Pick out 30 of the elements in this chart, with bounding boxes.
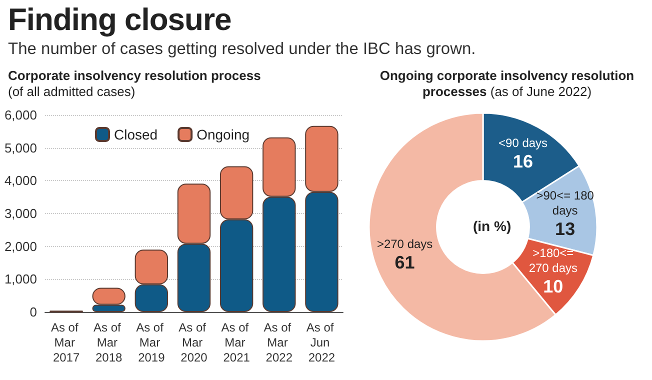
chart-subtitle: (of all admitted cases): [8, 84, 136, 99]
y-tick-label: 5,000: [4, 140, 37, 156]
chart-title: Corporate insolvency resolution process: [8, 68, 262, 84]
y-tick-label: 4,000: [4, 173, 37, 188]
y-tick-label: 0: [30, 304, 37, 320]
legend-label: Closed: [114, 126, 158, 142]
y-tick-label: 2,000: [4, 238, 37, 254]
text: (in %): [473, 218, 512, 234]
x-tick-label: As of Mar 2017: [50, 320, 82, 364]
chart-subtitle: (as of June 2022): [490, 84, 592, 99]
data-label: 16: [513, 152, 534, 172]
slice-label: >270 days: [376, 237, 433, 252]
x-tick-label: As of Mar 2022: [264, 320, 294, 364]
legend-label: Ongoing: [196, 126, 250, 142]
slice-label: >180<= 270 days: [528, 246, 578, 276]
x-tick-label: As of Mar 2018: [94, 320, 124, 364]
text: Finding closure: [8, 2, 232, 38]
x-tick-label: As of Mar 2020: [178, 320, 210, 364]
text: The number of cases getting resolved under the IBC has grown.: [8, 40, 476, 59]
data-label: 61: [394, 252, 415, 273]
x-tick-label: As of Jun 2022: [306, 320, 338, 364]
x-tick-label: As of Mar 2021: [221, 320, 252, 364]
x-tick-label: As of Mar 2019: [136, 320, 167, 364]
y-tick-label: 1,000: [4, 272, 37, 287]
slice-label: >90<= 180 days: [536, 188, 594, 218]
slice-label: <90 days: [498, 136, 548, 150]
data-label: 10: [543, 276, 564, 297]
y-tick-label: 6,000: [4, 108, 37, 122]
y-tick-label: 3,000: [4, 206, 37, 221]
data-label: 13: [555, 219, 576, 239]
